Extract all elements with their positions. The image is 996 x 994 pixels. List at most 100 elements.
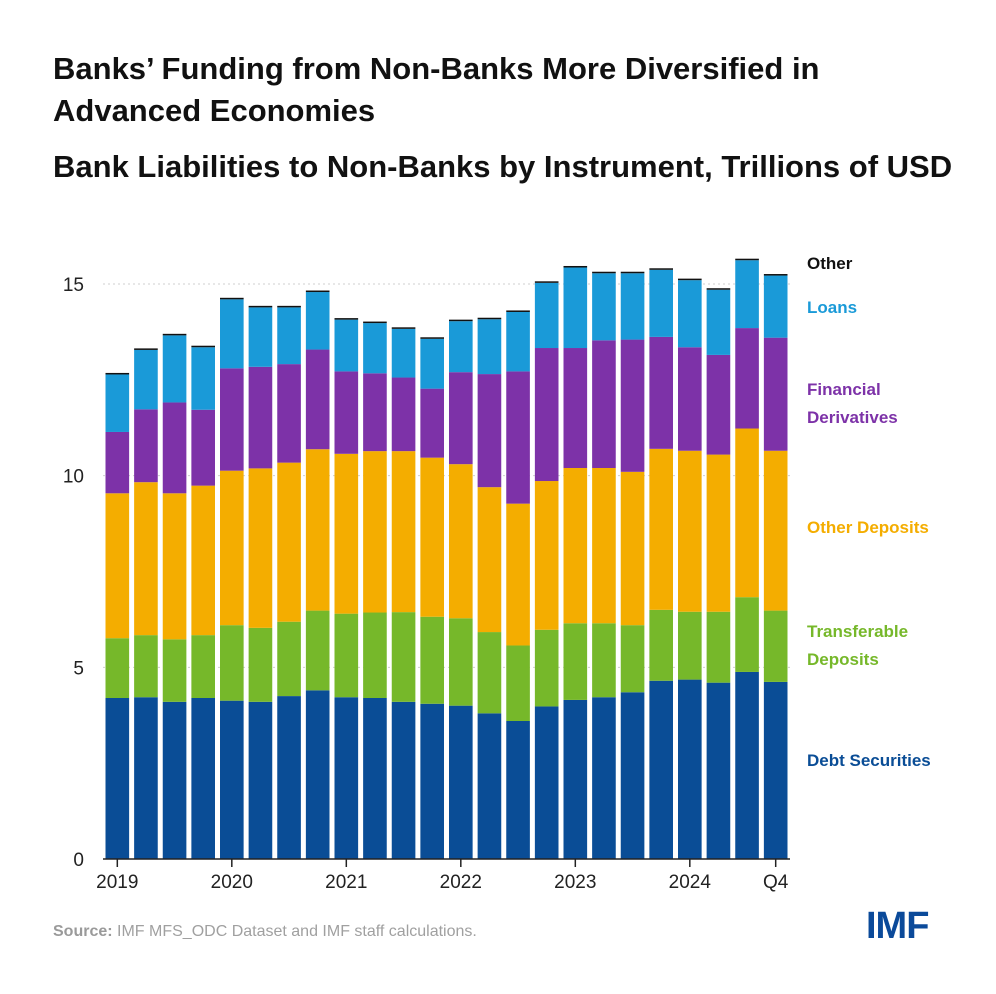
bar-loans (763, 275, 788, 338)
bar-loans (220, 299, 244, 369)
bar-loans (391, 328, 416, 378)
bar-other-deposits (363, 451, 387, 613)
bar-other (391, 327, 416, 329)
bar-transferable-deposits (763, 610, 788, 682)
bar-financial-derivatives (449, 372, 473, 465)
bar-other (420, 337, 444, 339)
bar-other (305, 290, 330, 293)
bar-transferable-deposits (592, 623, 616, 698)
bar-other-deposits (191, 485, 215, 636)
legend-transferable-deposits: Transferable Deposits (807, 622, 909, 669)
bar-financial-derivatives (563, 348, 588, 468)
bar-financial-derivatives (248, 366, 273, 469)
bar-debt-securities (534, 706, 559, 859)
bar-loans (649, 269, 673, 337)
bar-transferable-deposits (678, 611, 702, 680)
x-tick-label: 2023 (554, 872, 596, 893)
legend-loans: Loans (807, 298, 858, 317)
bar-loans (563, 267, 588, 349)
bar-loans (134, 349, 158, 410)
bar-other-deposits (105, 493, 130, 639)
bar-other-deposits (592, 468, 616, 624)
bar-financial-derivatives (420, 388, 444, 458)
y-tick-label: 5 (73, 658, 84, 679)
bar-debt-securities (563, 699, 588, 859)
bar-loans (620, 273, 645, 340)
bar-financial-derivatives (363, 373, 387, 452)
bar-transferable-deposits (391, 612, 416, 702)
bar-transferable-deposits (363, 612, 387, 698)
chart-subtitle: Bank Liabilities to Non-Banks by Instrum… (53, 149, 953, 184)
bar-other (735, 258, 759, 261)
bar-transferable-deposits (334, 613, 359, 698)
bar-other (620, 271, 645, 274)
bar-other (105, 372, 130, 375)
x-tick-label: Q4 (763, 872, 789, 893)
bar-financial-derivatives (134, 409, 158, 483)
bar-loans (162, 335, 187, 403)
bar-financial-derivatives (592, 340, 616, 468)
bar-debt-securities (506, 721, 530, 859)
bar-transferable-deposits (649, 609, 673, 681)
bar-debt-securities (620, 692, 645, 859)
bar-financial-derivatives (220, 368, 244, 471)
bar-debt-securities (248, 701, 273, 859)
bar-other-deposits (649, 448, 673, 610)
bar-transferable-deposits (162, 639, 187, 702)
x-tick-label: 2021 (325, 872, 367, 893)
bar-loans (506, 311, 530, 372)
bar-other (477, 317, 502, 320)
source-text: IMF MFS_ODC Dataset and IMF staff calcul… (117, 923, 477, 940)
bar-other-deposits (134, 482, 158, 636)
bar-financial-derivatives (162, 402, 187, 494)
bar-loans (363, 323, 387, 374)
bar-transferable-deposits (134, 635, 158, 698)
x-tick-label: 2020 (211, 872, 253, 893)
bar-transferable-deposits (449, 618, 473, 706)
bar-financial-derivatives (277, 364, 301, 463)
bar-loans (735, 260, 759, 329)
bar-debt-securities (191, 698, 215, 859)
bar-other-deposits (534, 481, 559, 630)
bar-financial-derivatives (506, 371, 530, 504)
bar-debt-securities (134, 697, 158, 859)
bar-other (134, 348, 158, 350)
y-tick-label: 15 (63, 275, 84, 296)
legend-other-deposits: Other Deposits (807, 518, 929, 537)
bar-other (678, 278, 702, 281)
bar-other (563, 265, 588, 268)
bar-other-deposits (248, 468, 273, 628)
bar-loans (277, 307, 301, 365)
bar-other-deposits (620, 471, 645, 626)
bar-financial-derivatives (477, 374, 502, 488)
bar-transferable-deposits (220, 625, 244, 701)
bar-other (191, 345, 215, 348)
bar-financial-derivatives (649, 336, 673, 449)
bar-transferable-deposits (706, 611, 731, 683)
bar-other-deposits (162, 493, 187, 640)
bar-transferable-deposits (563, 623, 588, 700)
bar-other-deposits (563, 468, 588, 624)
bar-other (706, 288, 731, 290)
bar-loans (334, 319, 359, 372)
bar-other (506, 310, 530, 312)
bar-financial-derivatives (105, 431, 130, 494)
imf-logo: IMF (866, 905, 929, 947)
legend-financial-derivatives: Financial Derivatives (807, 380, 898, 427)
bar-debt-securities (334, 697, 359, 859)
bar-debt-securities (420, 703, 444, 859)
bar-debt-securities (391, 701, 416, 859)
bar-financial-derivatives (534, 348, 559, 482)
bar-other (277, 305, 301, 308)
chart-title: Banks’ Funding from Non-Banks More Diver… (53, 51, 820, 128)
bar-debt-securities (477, 713, 502, 859)
bar-loans (248, 307, 273, 367)
bar-loans (191, 347, 215, 410)
bar-transferable-deposits (506, 645, 530, 721)
bar-loans (105, 374, 130, 432)
bar-loans (706, 289, 731, 355)
x-tick-label: 2022 (440, 872, 482, 893)
bar-transferable-deposits (620, 625, 645, 693)
bar-other-deposits (334, 453, 359, 614)
